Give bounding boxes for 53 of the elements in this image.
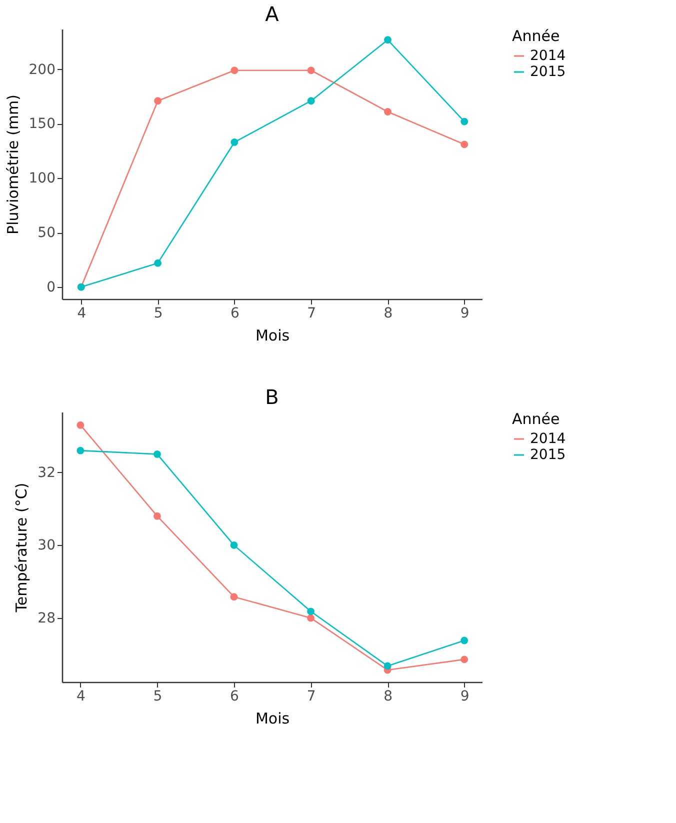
y-axis-title: Température (°C) [12, 482, 31, 614]
chart-title: A [265, 2, 280, 26]
x-tick-label: 5 [154, 306, 163, 322]
x-tick-label: 6 [230, 688, 240, 704]
x-axis-title: Mois [255, 326, 290, 344]
point [460, 140, 468, 148]
point [230, 541, 238, 549]
x-tick-label: 6 [230, 306, 240, 322]
y-tick-label: 28 [38, 610, 56, 626]
point [230, 66, 238, 74]
x-tick-label: 4 [76, 688, 86, 704]
legend-label: 2015 [530, 447, 566, 463]
y-axis-title: Pluviométrie (mm) [4, 94, 22, 234]
x-tick-label: 9 [460, 306, 470, 322]
legend-title: Année [512, 410, 560, 428]
legend-label: 2014 [530, 48, 566, 64]
y-tick-label: 200 [28, 62, 56, 78]
chart-title: B [265, 385, 279, 409]
legend-label: 2015 [530, 64, 566, 80]
y-tick-label: 150 [28, 116, 56, 132]
point [154, 450, 161, 458]
x-tick-label: 8 [384, 688, 393, 704]
point [307, 608, 314, 616]
point [154, 512, 161, 520]
x-tick-label: 5 [153, 688, 162, 704]
point [230, 138, 238, 146]
x-tick-label: 7 [307, 306, 316, 322]
point [307, 66, 315, 74]
y-tick-label: 100 [28, 170, 56, 187]
x-tick-label: 7 [306, 688, 316, 704]
point [460, 118, 468, 126]
point [384, 36, 392, 44]
y-tick-label: 0 [46, 280, 56, 296]
point [76, 421, 84, 429]
y-tick-label: 50 [38, 225, 56, 242]
x-axis-title: Mois [255, 710, 290, 728]
point [230, 593, 238, 601]
point [307, 614, 314, 622]
y-tick-label: 32 [38, 464, 56, 481]
y-tick-label: 30 [38, 538, 56, 554]
point [76, 446, 84, 454]
x-tick-label: 4 [77, 306, 86, 322]
point [154, 97, 162, 105]
point [154, 259, 162, 267]
point [307, 97, 315, 105]
x-tick-label: 8 [384, 306, 393, 322]
legend-label: 2014 [530, 431, 566, 447]
legend-title: Année [512, 27, 560, 45]
x-tick-label: 9 [460, 688, 470, 704]
point [460, 636, 468, 644]
point [460, 656, 468, 664]
point [384, 108, 392, 116]
point [384, 662, 392, 670]
